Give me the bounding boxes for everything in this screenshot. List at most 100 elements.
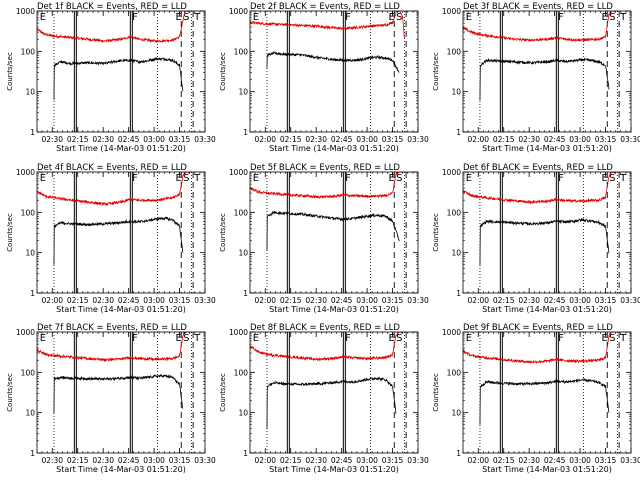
y-tick-label: 100 <box>21 368 36 377</box>
marker-letter: E <box>175 173 181 184</box>
x-axis-label: Start Time (14-Mar-03 01:51:20) <box>482 144 612 153</box>
y-tick-label: 1 <box>243 289 248 298</box>
marker-letter: F <box>132 12 138 23</box>
events-series-line <box>479 217 610 266</box>
marker-letter: S <box>183 12 189 23</box>
x-tick-label: 03:15 <box>595 456 617 465</box>
marker-lines <box>479 172 620 293</box>
y-tick-label: 1000 <box>16 7 35 16</box>
marker-letter: E <box>40 333 46 344</box>
x-tick-label: 03:30 <box>620 456 640 465</box>
y-tick-label: 10 <box>25 88 35 97</box>
y-tick-label: 10 <box>238 409 248 418</box>
y-tick-label: 1 <box>243 128 248 137</box>
plot-frame <box>249 331 419 454</box>
panel-title: Det 9f BLACK = Events, RED = LLD <box>463 323 613 333</box>
marker-letter: E <box>253 12 259 23</box>
marker-lines <box>479 332 620 453</box>
y-tick-label: 1 <box>30 289 35 298</box>
marker-letter: F <box>558 173 564 184</box>
lld-series-line <box>37 332 191 363</box>
marker-letter: F <box>558 12 564 23</box>
x-axis-label: Start Time (14-Mar-03 01:51:20) <box>269 305 399 314</box>
marker-letter: S <box>609 12 615 23</box>
x-tick-label: 03:00 <box>356 135 378 144</box>
x-tick-label: 02:45 <box>331 296 353 305</box>
marker-letter: E <box>40 12 46 23</box>
x-tick-label: 03:15 <box>595 296 617 305</box>
x-tick-label: 03:15 <box>382 296 404 305</box>
plot-frame <box>36 10 206 133</box>
y-tick-label: 10 <box>451 88 461 97</box>
x-tick-label: 03:00 <box>356 296 378 305</box>
y-tick-label: 100 <box>234 368 249 377</box>
panel-title: Det 4f BLACK = Events, RED = LLD <box>37 163 187 173</box>
x-tick-label: 02:45 <box>118 135 140 144</box>
marker-letter: E <box>601 333 607 344</box>
y-tick-label: 1000 <box>229 168 248 177</box>
x-tick-label: 02:00 <box>254 135 276 144</box>
y-axis-label: Counts/sec <box>432 373 440 412</box>
marker-letter: E <box>175 12 181 23</box>
y-axis: 1 10 100 1000 <box>442 168 631 298</box>
x-axis-label: Start Time (14-Mar-03 01:51:20) <box>56 465 186 474</box>
plot-frame <box>462 171 632 294</box>
x-tick-label: 02:15 <box>67 135 89 144</box>
marker-letter: E <box>175 333 181 344</box>
y-tick-label: 10 <box>25 249 35 258</box>
x-tick-label: 03:30 <box>407 135 429 144</box>
x-axis-label: Start Time (14-Mar-03 01:51:20) <box>482 305 612 314</box>
x-tick-label: 03:00 <box>143 296 165 305</box>
marker-letter: T <box>193 173 201 184</box>
x-tick-label: 03:30 <box>407 296 429 305</box>
x-tick-label: 03:30 <box>194 296 216 305</box>
y-axis-label: Counts/sec <box>219 213 227 252</box>
panel-title: Det 8f BLACK = Events, RED = LLD <box>250 323 400 333</box>
y-axis: 1 10 100 1000 <box>16 328 205 458</box>
x-tick-label: 02:30 <box>305 135 327 144</box>
y-tick-label: 1 <box>30 128 35 137</box>
marker-letter: F <box>345 333 351 344</box>
marker-letter: E <box>253 333 259 344</box>
x-tick-label: 02:30 <box>92 296 114 305</box>
y-axis-label: Counts/sec <box>6 373 14 412</box>
x-tick-label: 02:30 <box>305 456 327 465</box>
marker-lines <box>266 332 407 453</box>
marker-lines <box>266 172 407 293</box>
marker-letter: T <box>619 333 627 344</box>
y-tick-label: 1 <box>30 449 35 458</box>
marker-lines <box>479 11 620 132</box>
panel-title: Det 6f BLACK = Events, RED = LLD <box>463 163 613 173</box>
marker-lines <box>266 11 407 132</box>
y-axis-label: Counts/sec <box>432 52 440 91</box>
x-axis-label: Start Time (14-Mar-03 01:51:20) <box>482 465 612 474</box>
events-series-line <box>266 376 397 430</box>
events-series-line <box>479 57 610 101</box>
x-tick-label: 02:15 <box>493 296 515 305</box>
marker-letter: F <box>345 173 351 184</box>
y-tick-label: 10 <box>238 88 248 97</box>
x-tick-label: 03:00 <box>569 456 591 465</box>
x-axis-label: Start Time (14-Mar-03 01:51:20) <box>56 305 186 314</box>
x-tick-label: 02:00 <box>254 296 276 305</box>
marker-letter: E <box>388 12 394 23</box>
x-tick-label: 02:30 <box>92 135 114 144</box>
y-axis: 1 10 100 1000 <box>229 168 418 298</box>
marker-letter: S <box>183 173 189 184</box>
x-axis: 02:00 02:15 02:30 02:45 03:00 03:15 03:30 <box>462 172 640 305</box>
y-tick-label: 1 <box>243 449 248 458</box>
x-axis: 02:00 02:15 02:30 02:45 03:00 03:15 03:30 <box>462 332 640 465</box>
panel-title: Det 2f BLACK = Events, RED = LLD <box>250 2 400 12</box>
marker-letter: F <box>132 333 138 344</box>
y-tick-label: 1000 <box>16 328 35 337</box>
x-tick-label: 02:30 <box>41 456 63 465</box>
x-axis: 02:00 02:15 02:30 02:45 03:00 03:15 03:30 <box>249 11 429 144</box>
y-axis-label: Counts/sec <box>219 52 227 91</box>
y-tick-label: 1000 <box>442 168 461 177</box>
y-tick-label: 10 <box>451 249 461 258</box>
x-tick-label: 02:30 <box>41 135 63 144</box>
y-tick-label: 100 <box>447 208 462 217</box>
x-tick-label: 02:30 <box>92 456 114 465</box>
